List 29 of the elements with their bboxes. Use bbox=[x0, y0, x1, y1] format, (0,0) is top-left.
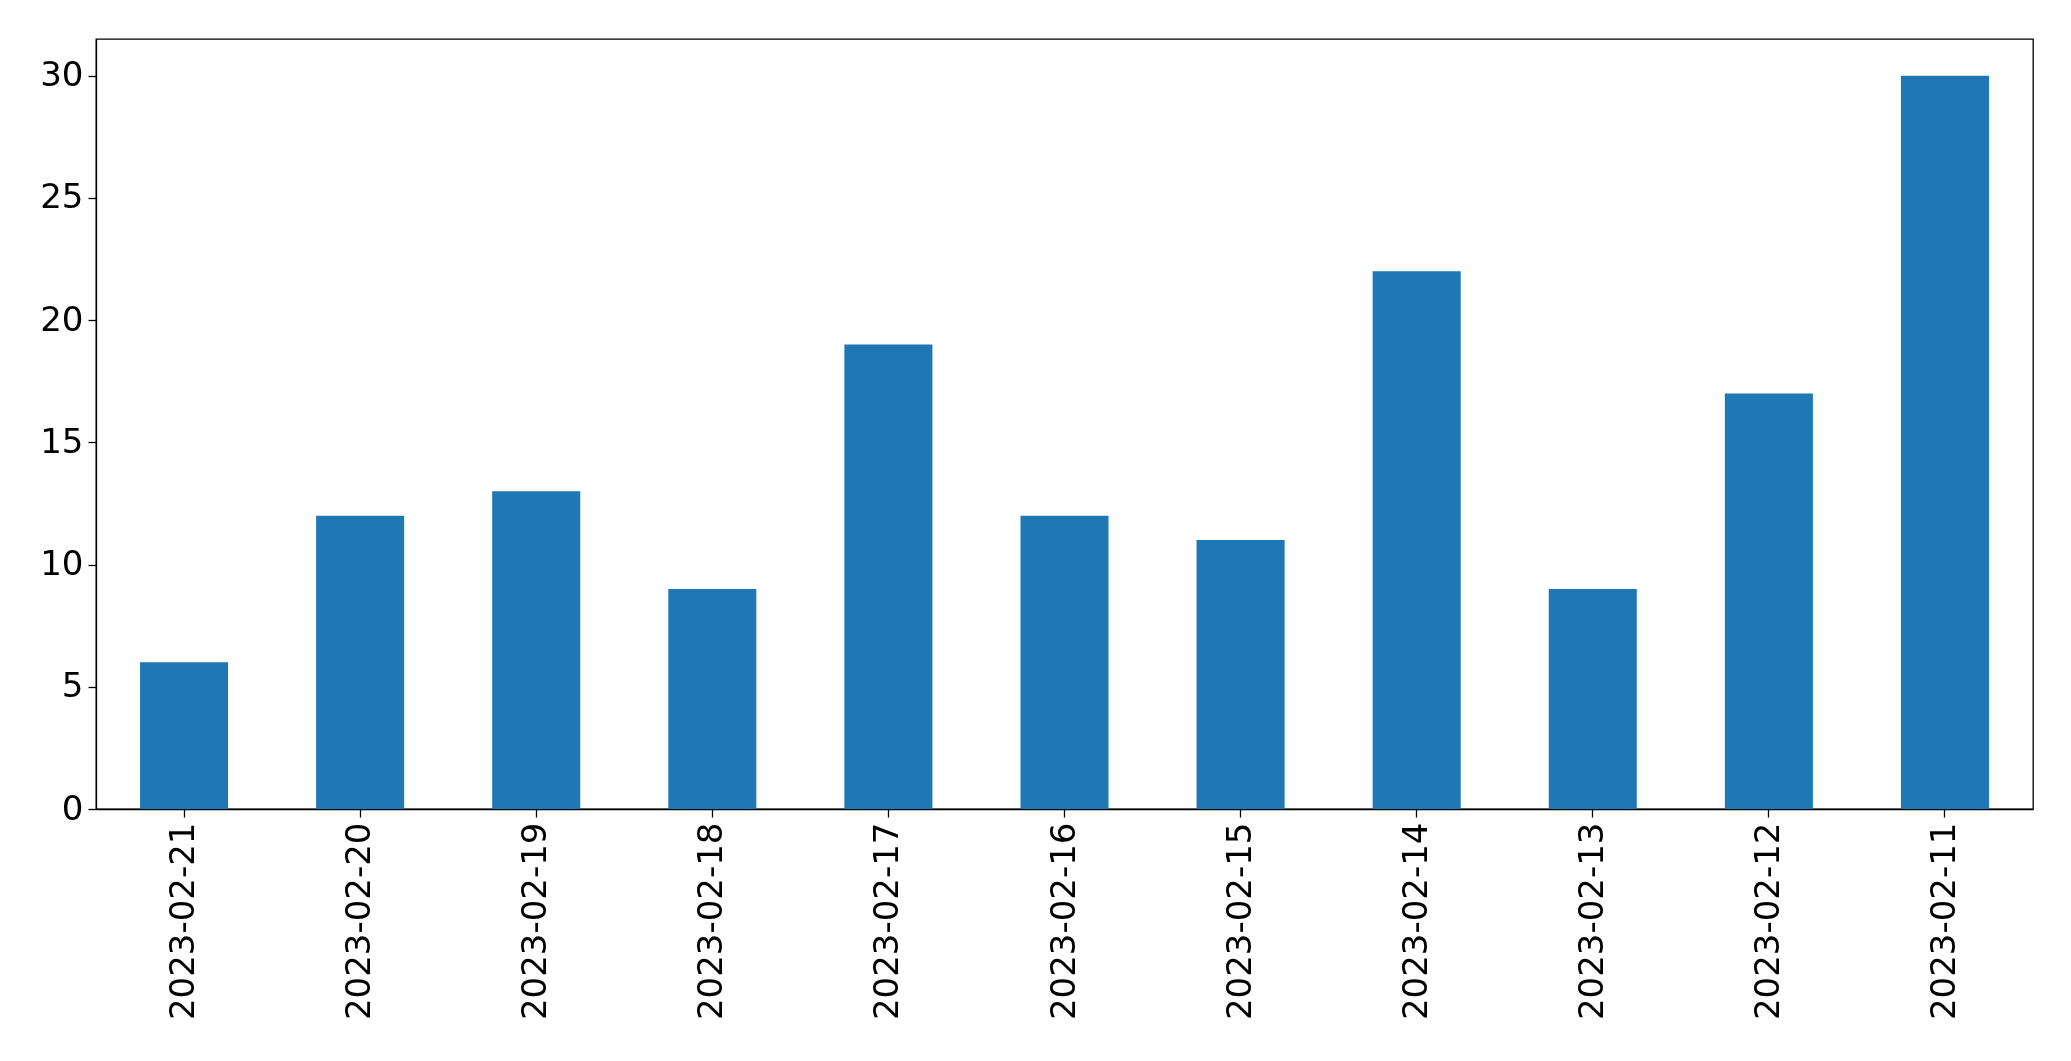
bar bbox=[140, 662, 229, 809]
y-tick-label: 5 bbox=[61, 665, 84, 706]
y-tick-label: 0 bbox=[61, 787, 84, 828]
x-tick-label: 2023-02-13 bbox=[1570, 822, 1611, 1021]
bar bbox=[1724, 393, 1813, 809]
y-tick-label: 15 bbox=[40, 420, 84, 461]
bar bbox=[316, 515, 405, 809]
x-tick-label: 2023-02-20 bbox=[338, 822, 379, 1021]
x-tick-label: 2023-02-18 bbox=[690, 822, 731, 1021]
x-tick-label: 2023-02-19 bbox=[514, 822, 555, 1021]
x-tick-label: 2023-02-16 bbox=[1042, 822, 1083, 1021]
x-tick-label: 2023-02-15 bbox=[1218, 822, 1259, 1021]
bar bbox=[1196, 540, 1285, 809]
x-tick-label: 2023-02-21 bbox=[162, 822, 203, 1021]
bar bbox=[1548, 589, 1637, 809]
bar bbox=[1020, 515, 1109, 809]
y-tick-label: 25 bbox=[40, 176, 84, 217]
bar bbox=[1900, 75, 1989, 809]
x-tick-label: 2023-02-11 bbox=[1922, 822, 1963, 1021]
bar bbox=[1372, 271, 1461, 809]
x-tick-label: 2023-02-14 bbox=[1394, 822, 1435, 1021]
y-tick-label: 10 bbox=[40, 543, 84, 584]
x-tick-label: 2023-02-12 bbox=[1746, 822, 1787, 1021]
bar bbox=[844, 344, 933, 809]
y-tick-label: 30 bbox=[40, 54, 84, 95]
bar bbox=[668, 589, 757, 809]
x-tick-label: 2023-02-17 bbox=[866, 822, 907, 1021]
y-tick-label: 20 bbox=[40, 298, 84, 339]
bar bbox=[492, 491, 581, 809]
